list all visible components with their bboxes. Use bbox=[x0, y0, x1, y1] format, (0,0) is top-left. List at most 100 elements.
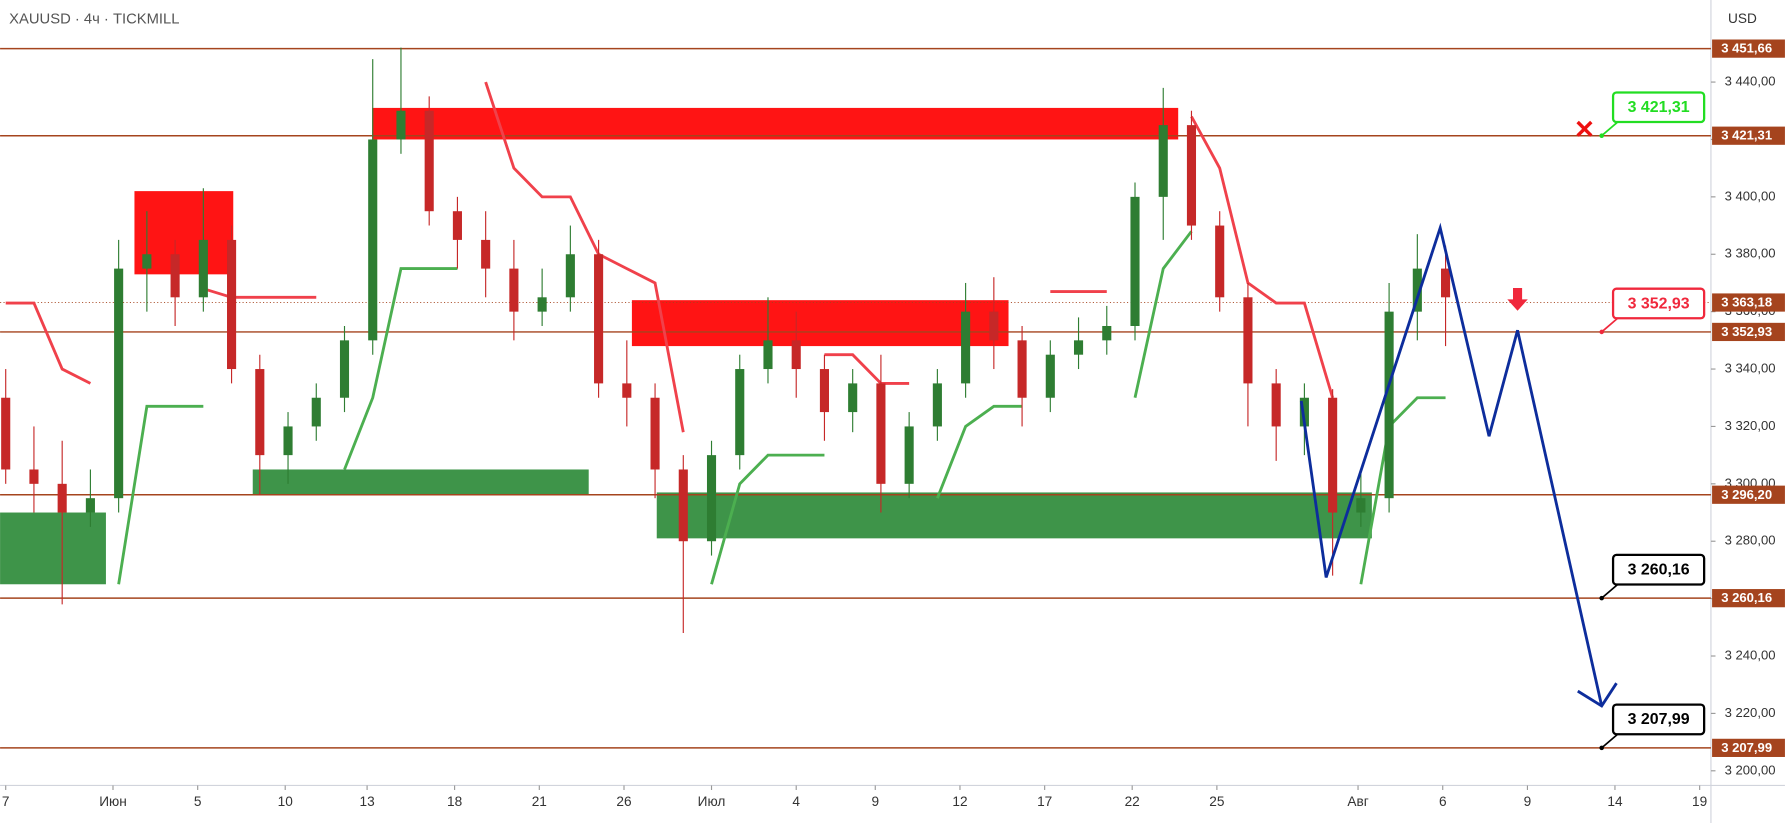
currency-label: USD bbox=[1728, 11, 1757, 26]
trend-line bbox=[343, 267, 458, 471]
callout-label: 3 260,16 bbox=[1628, 561, 1690, 578]
candle-body bbox=[396, 110, 406, 140]
level-axis-label: 3 207,99 bbox=[1721, 740, 1772, 755]
current-price-label-bg bbox=[1712, 293, 1785, 312]
level-axis-label-bg bbox=[1712, 126, 1785, 145]
x-tick-label: 13 bbox=[359, 794, 374, 809]
level-axis-label-bg bbox=[1712, 322, 1785, 342]
y-tick-label: 3 380,00 bbox=[1725, 246, 1776, 261]
candle-body bbox=[1, 397, 11, 470]
x-tick-label: 6 bbox=[1439, 794, 1447, 809]
candle-body bbox=[678, 469, 688, 542]
candle-body bbox=[565, 254, 575, 298]
x-tick-label: 26 bbox=[616, 794, 631, 809]
callout-pointer bbox=[1601, 317, 1619, 333]
zone bbox=[631, 300, 1009, 347]
callout-label: 3 207,99 bbox=[1628, 711, 1690, 728]
x-tick-label: 7 bbox=[2, 794, 10, 809]
x-tick-label: 10 bbox=[278, 794, 294, 809]
x-tick-label: 18 bbox=[447, 794, 462, 809]
candle-body bbox=[1299, 397, 1309, 427]
callout-pointer bbox=[1601, 733, 1619, 749]
candle-body bbox=[198, 239, 208, 298]
zone bbox=[252, 469, 589, 496]
x-tick-label: 22 bbox=[1125, 794, 1140, 809]
candle-body bbox=[763, 340, 773, 370]
candle-body bbox=[311, 397, 321, 427]
x-tick-label: 9 bbox=[1524, 794, 1532, 809]
candle-body bbox=[481, 239, 491, 269]
x-tick-label: 21 bbox=[532, 794, 547, 809]
callout-dot bbox=[1599, 595, 1604, 601]
trend-line bbox=[710, 453, 825, 585]
callout-dot bbox=[1599, 133, 1604, 138]
candle-body bbox=[706, 455, 717, 542]
x-tick-label: 9 bbox=[871, 794, 879, 809]
y-tick-label: 3 440,00 bbox=[1725, 74, 1776, 89]
candle-body bbox=[1186, 125, 1197, 226]
level-axis-label: 3 296,20 bbox=[1721, 487, 1772, 502]
level-axis-label: 3 352,93 bbox=[1721, 324, 1772, 339]
trend-line bbox=[1359, 396, 1446, 585]
candle-body bbox=[848, 383, 858, 413]
candle-body bbox=[85, 498, 95, 513]
projection-line bbox=[1299, 222, 1604, 707]
level-axis-label: 3 451,66 bbox=[1721, 41, 1772, 56]
x-tick-label: 25 bbox=[1209, 794, 1225, 809]
candle-body bbox=[1017, 340, 1027, 398]
candle-body bbox=[961, 311, 971, 384]
candle-body bbox=[57, 483, 67, 513]
candle-body bbox=[170, 254, 180, 298]
x-tick-label: Июл bbox=[698, 794, 726, 809]
candle-body bbox=[227, 239, 237, 370]
level-axis-label: 3 260,16 bbox=[1721, 590, 1772, 605]
y-tick-label: 3 220,00 bbox=[1725, 705, 1776, 720]
candle-body bbox=[1073, 340, 1084, 355]
callout-pointer bbox=[1601, 583, 1619, 599]
candle-body bbox=[1412, 268, 1422, 312]
candle-body bbox=[368, 139, 378, 341]
y-tick-label: 3 200,00 bbox=[1725, 762, 1776, 777]
candle-body bbox=[29, 469, 39, 484]
callout-dot bbox=[1599, 329, 1604, 335]
candle-body bbox=[1441, 268, 1451, 298]
x-tick-label: 12 bbox=[952, 794, 967, 809]
x-tick-label: 19 bbox=[1692, 794, 1707, 809]
current-price-label: 3 363,18 bbox=[1721, 295, 1772, 310]
callout-box bbox=[1611, 553, 1706, 586]
y-tick-label: 3 340,00 bbox=[1725, 360, 1776, 375]
projection-arrowhead bbox=[1577, 682, 1618, 708]
candle-body bbox=[339, 340, 350, 398]
candle-body bbox=[1271, 383, 1281, 427]
down-arrow bbox=[1507, 287, 1528, 311]
callout-dot bbox=[1599, 745, 1604, 751]
level-axis-label-bg bbox=[1712, 485, 1785, 504]
candle-body bbox=[424, 110, 434, 212]
callout-label: 3 421,31 bbox=[1628, 99, 1690, 116]
candle-body bbox=[1130, 196, 1140, 326]
candle-body bbox=[594, 254, 604, 384]
trend-line bbox=[484, 81, 685, 433]
candle-body bbox=[509, 268, 519, 312]
level-axis-label-bg bbox=[1712, 39, 1785, 58]
candle-body bbox=[452, 211, 462, 240]
candle-body bbox=[622, 383, 632, 398]
x-tick-label: 4 bbox=[792, 794, 800, 809]
x-tick-label: Июн bbox=[99, 794, 127, 809]
y-tick-label: 3 320,00 bbox=[1725, 418, 1776, 433]
trend-line bbox=[936, 404, 1023, 499]
y-tick-label: 3 240,00 bbox=[1725, 647, 1776, 662]
candle-body bbox=[819, 369, 830, 413]
candle-body bbox=[876, 383, 886, 484]
candle-body bbox=[932, 383, 942, 427]
candle-body bbox=[1328, 397, 1338, 513]
candle-body bbox=[142, 254, 152, 269]
level-axis-label-bg bbox=[1712, 589, 1785, 608]
candle-body bbox=[1215, 225, 1225, 298]
zone bbox=[372, 107, 1179, 140]
y-tick-label: 3 400,00 bbox=[1725, 188, 1776, 203]
trend-line bbox=[117, 404, 204, 585]
callout-box bbox=[1611, 703, 1706, 736]
candle-body bbox=[1158, 125, 1168, 197]
candle-body bbox=[904, 426, 914, 484]
